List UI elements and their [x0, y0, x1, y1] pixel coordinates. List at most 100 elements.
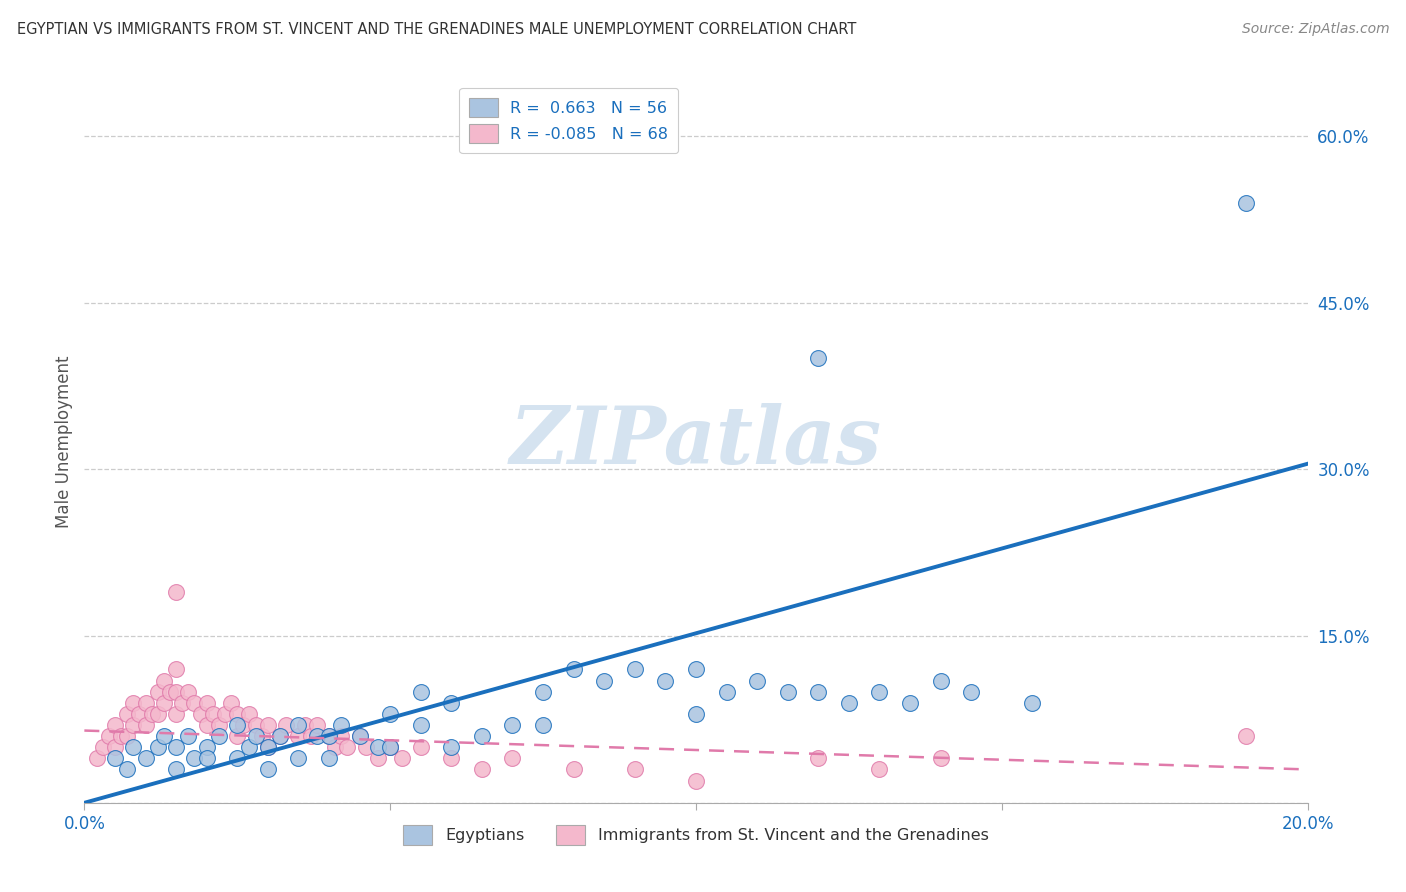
Point	[195, 740, 218, 755]
Point	[195, 718, 218, 732]
Text: EGYPTIAN VS IMMIGRANTS FROM ST. VINCENT AND THE GRENADINES MALE UNEMPLOYMENT COR: EGYPTIAN VS IMMIGRANTS FROM ST. VINCENT …	[17, 22, 856, 37]
Point	[195, 696, 218, 710]
Point	[91, 740, 114, 755]
Point	[929, 751, 952, 765]
Point	[104, 718, 127, 732]
Point	[219, 696, 242, 710]
Point	[409, 684, 432, 698]
Point	[269, 729, 291, 743]
Point	[153, 673, 176, 688]
Point	[562, 662, 585, 676]
Point	[471, 763, 494, 777]
Point	[624, 662, 647, 676]
Point	[807, 751, 830, 765]
Point	[654, 673, 676, 688]
Point	[276, 718, 298, 732]
Point	[1236, 195, 1258, 210]
Point	[104, 740, 127, 755]
Point	[593, 673, 616, 688]
Point	[86, 751, 108, 765]
Point	[238, 740, 260, 755]
Point	[146, 684, 169, 698]
Point	[208, 729, 231, 743]
Point	[838, 696, 860, 710]
Point	[380, 740, 402, 755]
Point	[294, 718, 316, 732]
Point	[122, 696, 145, 710]
Point	[122, 718, 145, 732]
Point	[380, 706, 402, 721]
Point	[330, 718, 353, 732]
Point	[135, 718, 157, 732]
Point	[183, 751, 205, 765]
Point	[115, 729, 138, 743]
Point	[153, 729, 176, 743]
Point	[257, 763, 280, 777]
Point	[685, 773, 707, 788]
Point	[232, 718, 254, 732]
Point	[165, 740, 187, 755]
Point	[214, 706, 236, 721]
Point	[869, 684, 891, 698]
Point	[336, 740, 359, 755]
Point	[226, 751, 249, 765]
Point	[165, 763, 187, 777]
Point	[305, 718, 328, 732]
Point	[318, 729, 340, 743]
Point	[380, 740, 402, 755]
Point	[1021, 696, 1043, 710]
Point	[869, 763, 891, 777]
Point	[208, 718, 231, 732]
Point	[409, 740, 432, 755]
Point	[190, 706, 212, 721]
Point	[929, 673, 952, 688]
Point	[747, 673, 769, 688]
Point	[502, 718, 524, 732]
Point	[165, 706, 187, 721]
Point	[245, 729, 267, 743]
Point	[287, 729, 309, 743]
Point	[257, 740, 280, 755]
Point	[960, 684, 983, 698]
Point	[115, 763, 138, 777]
Point	[201, 706, 224, 721]
Point	[257, 740, 280, 755]
Point	[287, 751, 309, 765]
Point	[165, 584, 187, 599]
Text: ZIPatlas: ZIPatlas	[510, 403, 882, 480]
Point	[562, 763, 585, 777]
Point	[257, 718, 280, 732]
Point	[122, 740, 145, 755]
Point	[349, 729, 371, 743]
Point	[165, 662, 187, 676]
Point	[226, 706, 249, 721]
Point	[531, 684, 554, 698]
Point	[177, 729, 200, 743]
Point	[159, 684, 181, 698]
Point	[305, 729, 328, 743]
Point	[807, 351, 830, 366]
Point	[128, 706, 150, 721]
Point	[238, 706, 260, 721]
Point	[318, 751, 340, 765]
Point	[135, 696, 157, 710]
Point	[440, 696, 463, 710]
Point	[226, 718, 249, 732]
Point	[391, 751, 413, 765]
Point	[110, 729, 132, 743]
Point	[380, 740, 402, 755]
Point	[716, 684, 738, 698]
Point	[354, 740, 377, 755]
Legend: Egyptians, Immigrants from St. Vincent and the Grenadines: Egyptians, Immigrants from St. Vincent a…	[395, 817, 997, 853]
Point	[502, 751, 524, 765]
Point	[440, 740, 463, 755]
Point	[115, 706, 138, 721]
Point	[367, 751, 389, 765]
Point	[367, 740, 389, 755]
Point	[898, 696, 921, 710]
Point	[97, 729, 120, 743]
Point	[471, 729, 494, 743]
Point	[1236, 729, 1258, 743]
Point	[104, 751, 127, 765]
Point	[146, 706, 169, 721]
